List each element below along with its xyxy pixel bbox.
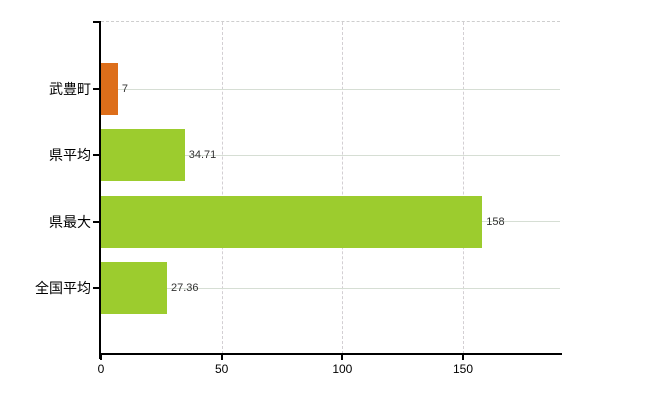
y-axis-tick: [93, 287, 100, 290]
vertical-gridline: [463, 22, 464, 354]
bar[interactable]: [101, 63, 118, 115]
bar[interactable]: [101, 129, 185, 182]
bar[interactable]: [101, 195, 483, 248]
horizontal-gridline: [101, 88, 560, 90]
category-label: 武豊町: [49, 81, 91, 97]
category-label: 県最大: [49, 213, 91, 230]
x-axis-tick-label: 50: [214, 362, 229, 376]
bar[interactable]: [101, 262, 168, 315]
x-axis-tick-label: 100: [332, 362, 353, 376]
bar-value-label: 158: [486, 215, 505, 228]
y-axis-tick: [93, 220, 100, 223]
y-axis-end-tick: [93, 21, 100, 23]
vertical-gridline: [221, 22, 223, 354]
x-axis-tick: [100, 354, 102, 360]
plot-top-border: [101, 21, 560, 22]
x-axis-line: [99, 353, 562, 355]
category-label: 県平均: [49, 147, 91, 164]
bar-value-label: 34.71: [188, 149, 217, 162]
horizontal-gridline: [101, 287, 560, 289]
x-axis-tick-label: 150: [452, 362, 474, 376]
y-axis-tick: [93, 154, 100, 157]
category-label: 全国平均: [35, 280, 91, 297]
y-axis-line: [99, 21, 101, 359]
horizontal-gridline: [101, 154, 560, 156]
x-axis-tick: [462, 354, 464, 360]
bar-value-label: 27.36: [171, 282, 199, 295]
y-axis-tick: [93, 88, 100, 90]
x-axis-tick-label: 0: [97, 362, 105, 376]
x-axis-tick: [220, 354, 223, 360]
x-axis-tick: [341, 354, 344, 360]
vertical-gridline: [342, 22, 344, 354]
bar-value-label: 7: [121, 83, 129, 95]
